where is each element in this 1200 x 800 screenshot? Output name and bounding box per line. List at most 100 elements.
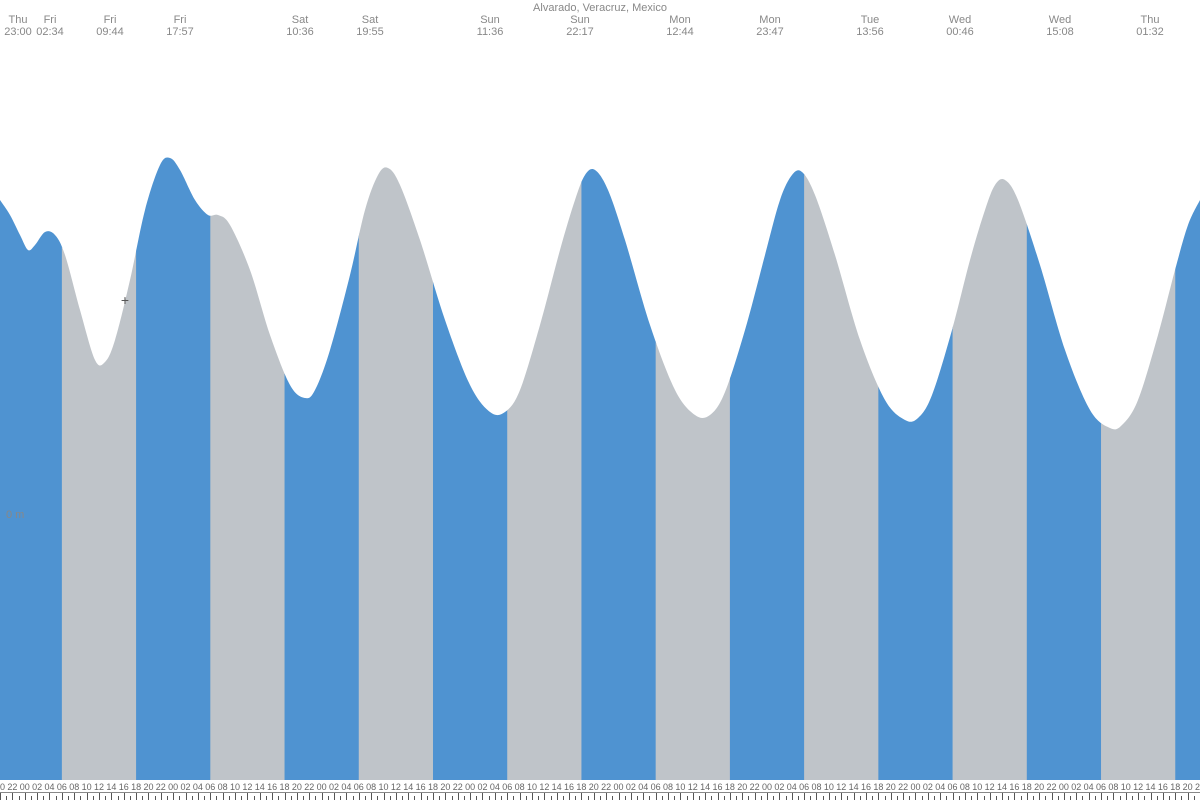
x-tick <box>526 796 527 800</box>
x-hour-label: 18 <box>131 782 141 792</box>
x-tick <box>1076 793 1077 800</box>
x-hour-label: 08 <box>663 782 673 792</box>
x-tick <box>940 793 941 800</box>
x-tick <box>1045 796 1046 800</box>
x-tick <box>928 793 929 800</box>
x-tick <box>1126 793 1127 800</box>
x-hour-label: 06 <box>502 782 512 792</box>
x-hour-label: 04 <box>1084 782 1094 792</box>
x-tick <box>823 796 824 800</box>
x-tick <box>167 796 168 800</box>
x-tick <box>971 796 972 800</box>
x-tick <box>130 796 131 800</box>
x-hour-label: 04 <box>490 782 500 792</box>
x-hour-label: 06 <box>354 782 364 792</box>
x-tick <box>285 793 286 800</box>
x-tick <box>1052 793 1053 800</box>
x-tick <box>513 796 514 800</box>
x-tick <box>68 796 69 800</box>
x-tick <box>891 793 892 800</box>
x-hour-label: 20 <box>886 782 896 792</box>
x-hour-label: 12 <box>836 782 846 792</box>
x-tick <box>142 796 143 800</box>
x-tick <box>798 796 799 800</box>
x-hour-label: 16 <box>416 782 426 792</box>
x-hour-label: 12 <box>391 782 401 792</box>
x-hour-label: 20 <box>143 782 153 792</box>
x-hour-label: 04 <box>44 782 54 792</box>
x-hour-label: 00 <box>168 782 178 792</box>
x-tick <box>56 796 57 800</box>
x-tick <box>25 793 26 800</box>
x-tick <box>74 793 75 800</box>
x-hour-label: 12 <box>688 782 698 792</box>
x-tick <box>93 796 94 800</box>
x-tick <box>1113 793 1114 800</box>
x-tick <box>810 796 811 800</box>
x-tick <box>291 796 292 800</box>
x-hour-label: 16 <box>119 782 129 792</box>
x-tick <box>322 793 323 800</box>
x-tick <box>87 793 88 800</box>
x-tick <box>557 793 558 800</box>
x-tick <box>915 793 916 800</box>
x-hour-label: 14 <box>552 782 562 792</box>
x-hour-label: 02 <box>626 782 636 792</box>
x-tick <box>854 793 855 800</box>
x-hour-label: 06 <box>57 782 67 792</box>
x-tick <box>872 796 873 800</box>
x-hour-label: 10 <box>230 782 240 792</box>
x-tick <box>563 796 564 800</box>
x-tick <box>804 793 805 800</box>
x-tick <box>1175 793 1176 800</box>
x-tick <box>402 796 403 800</box>
x-tick <box>909 796 910 800</box>
x-tick <box>1188 793 1189 800</box>
x-hour-label: 10 <box>675 782 685 792</box>
x-tick <box>903 793 904 800</box>
x-hour-label: 06 <box>1096 782 1106 792</box>
x-tick <box>631 793 632 800</box>
x-tick <box>668 793 669 800</box>
x-hour-label: 02 <box>32 782 42 792</box>
x-hour-label: 18 <box>280 782 290 792</box>
x-tick <box>705 793 706 800</box>
x-tick <box>748 796 749 800</box>
x-hour-label: 08 <box>69 782 79 792</box>
x-hour-label: 02 <box>1071 782 1081 792</box>
x-tick <box>1039 793 1040 800</box>
x-tick <box>340 796 341 800</box>
x-tick <box>254 796 255 800</box>
x-tick <box>334 793 335 800</box>
x-tick <box>315 796 316 800</box>
x-tick <box>161 793 162 800</box>
x-tick <box>674 796 675 800</box>
x-tick <box>353 796 354 800</box>
x-hour-label: 18 <box>576 782 586 792</box>
x-tick <box>699 796 700 800</box>
x-hour-label: 12 <box>539 782 549 792</box>
x-tick <box>49 793 50 800</box>
x-hour-label: 02 <box>329 782 339 792</box>
x-tick <box>538 796 539 800</box>
x-tick <box>1027 793 1028 800</box>
x-tick <box>365 796 366 800</box>
x-tick <box>390 796 391 800</box>
x-hour-label: 04 <box>193 782 203 792</box>
x-tick <box>897 796 898 800</box>
x-tick <box>965 793 966 800</box>
x-hour-label: 04 <box>935 782 945 792</box>
x-hour-label: 22 <box>898 782 908 792</box>
x-tick <box>62 793 63 800</box>
x-tick <box>990 793 991 800</box>
x-tick <box>384 793 385 800</box>
x-hour-label: 16 <box>1158 782 1168 792</box>
x-tick <box>835 796 836 800</box>
x-tick <box>445 793 446 800</box>
x-tick <box>606 793 607 800</box>
x-tick <box>43 796 44 800</box>
x-tick <box>711 796 712 800</box>
x-hour-label: 10 <box>972 782 982 792</box>
x-tick <box>959 796 960 800</box>
tide-chart <box>0 0 1200 800</box>
